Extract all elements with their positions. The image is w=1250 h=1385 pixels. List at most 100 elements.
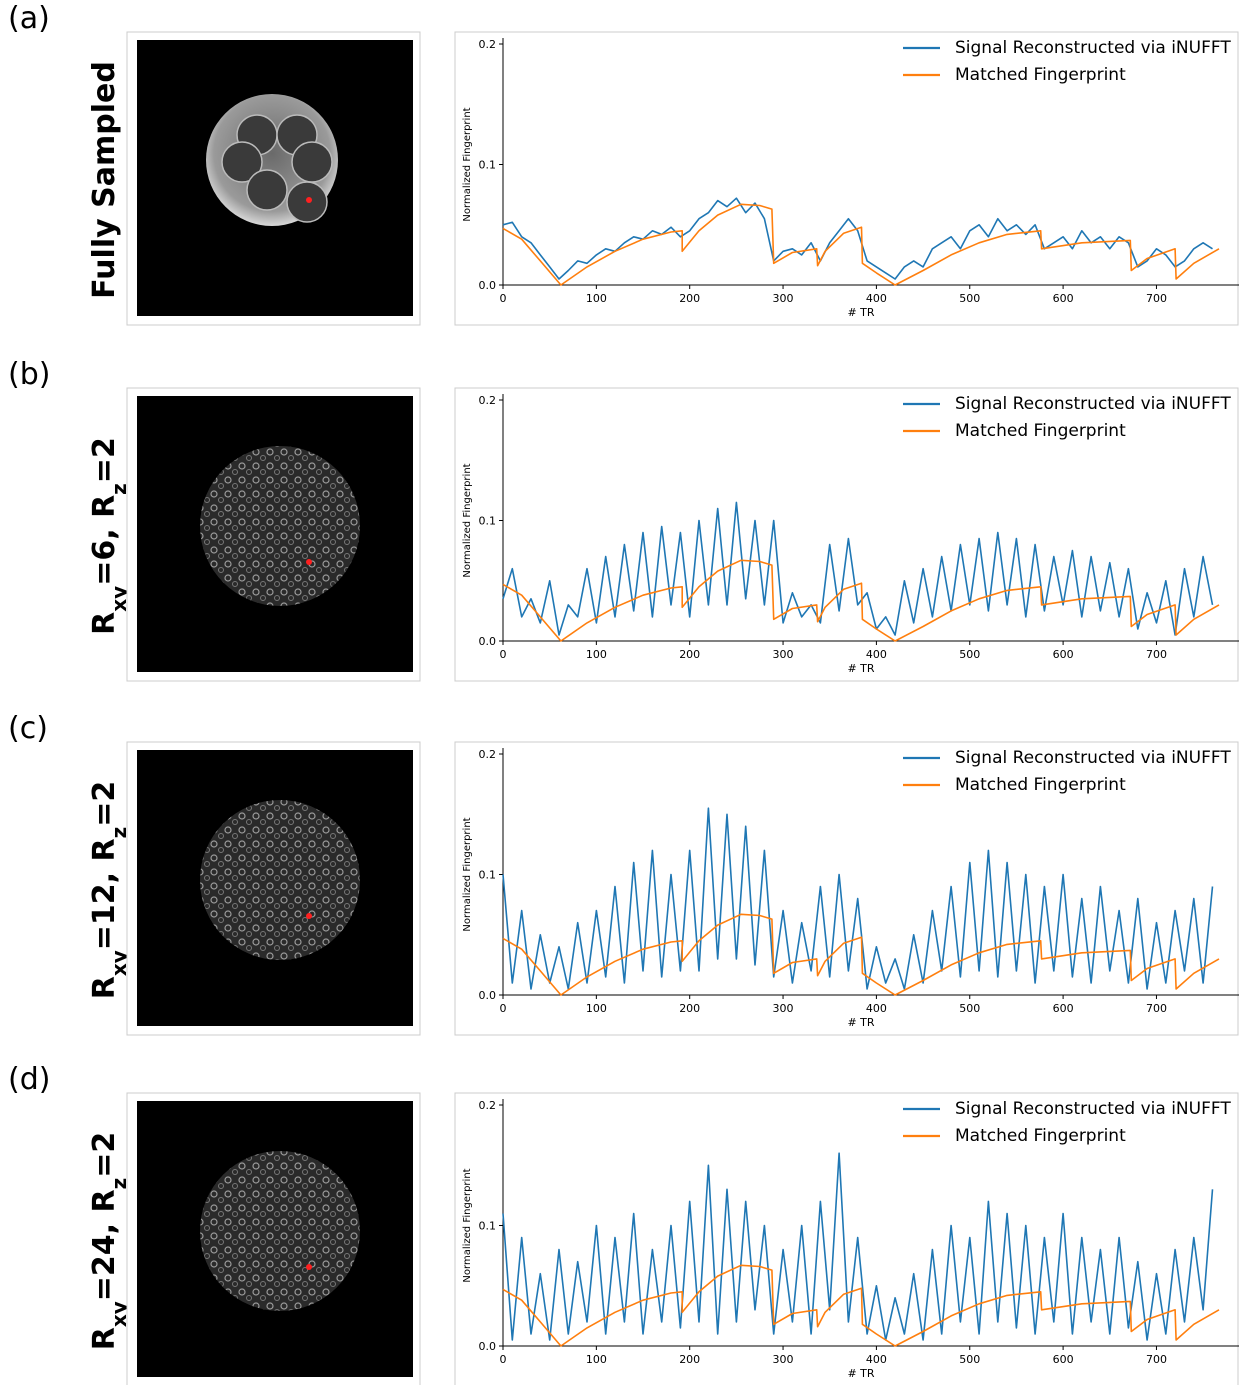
phantom xyxy=(200,446,360,606)
legend-label: Matched Fingerprint xyxy=(955,1126,1126,1146)
x-tick-label: 200 xyxy=(679,292,700,305)
y-axis-label: Normalized Fingerprint xyxy=(462,1168,473,1282)
chart-frame xyxy=(454,31,1239,326)
y-tick-label: 0.1 xyxy=(479,515,497,528)
x-tick-label: 700 xyxy=(1146,1002,1167,1015)
series-line xyxy=(502,1152,1214,1341)
label-part: =6, R xyxy=(87,495,122,586)
panel-label: Rxy=6, Rz=2 xyxy=(87,437,131,635)
label-part: R xyxy=(87,1327,122,1350)
phantom xyxy=(200,1151,360,1311)
x-tick-label: 100 xyxy=(586,1002,607,1015)
panel-label: Fully Sampled xyxy=(87,61,122,299)
x-tick-label: 300 xyxy=(773,292,794,305)
y-axis-label: Normalized Fingerprint xyxy=(462,817,473,931)
y-tick-label: 0.1 xyxy=(479,1220,497,1233)
y-tick-label: 0.1 xyxy=(479,159,497,172)
label-part: R xyxy=(87,612,122,635)
series-line xyxy=(502,1264,1220,1347)
chart-frame xyxy=(454,387,1239,682)
x-tick-label: 700 xyxy=(1146,648,1167,661)
x-tick-label: 200 xyxy=(679,648,700,661)
x-tick-label: 300 xyxy=(773,1353,794,1366)
label-part: =2 xyxy=(87,1132,122,1178)
label-part: z xyxy=(107,1178,131,1190)
marker xyxy=(306,197,312,203)
x-tick-label: 0 xyxy=(500,1002,507,1015)
label-part: z xyxy=(107,827,131,839)
x-tick-label: 600 xyxy=(1053,648,1074,661)
x-tick-label: 600 xyxy=(1053,292,1074,305)
legend-label: Matched Fingerprint xyxy=(955,421,1126,441)
x-axis-label: # TR xyxy=(847,662,874,675)
phantom xyxy=(200,800,360,960)
series-line xyxy=(502,197,1213,280)
y-axis-label: Normalized Fingerprint xyxy=(462,107,473,221)
legend-label: Matched Fingerprint xyxy=(955,775,1126,795)
y-tick-label: 0.2 xyxy=(479,38,497,51)
x-axis-label: # TR xyxy=(847,1016,874,1029)
series-line xyxy=(502,807,1214,990)
panel-tag: (c) xyxy=(8,711,48,746)
panel-tag: (a) xyxy=(8,1,50,36)
x-tick-label: 600 xyxy=(1053,1353,1074,1366)
y-tick-label: 0.2 xyxy=(479,748,497,761)
x-tick-label: 0 xyxy=(500,292,507,305)
x-tick-label: 400 xyxy=(866,648,887,661)
label-part: =24, R xyxy=(87,1189,122,1301)
x-tick-label: 400 xyxy=(866,1353,887,1366)
marker xyxy=(306,913,312,919)
x-tick-label: 300 xyxy=(773,648,794,661)
legend-label: Signal Reconstructed via iNUFFT xyxy=(955,38,1231,58)
x-tick-label: 500 xyxy=(959,1353,980,1366)
legend-label: Signal Reconstructed via iNUFFT xyxy=(955,748,1231,768)
legend-label: Signal Reconstructed via iNUFFT xyxy=(955,394,1231,414)
y-tick-label: 0.2 xyxy=(479,1099,497,1112)
x-tick-label: 0 xyxy=(500,1353,507,1366)
x-tick-label: 500 xyxy=(959,648,980,661)
x-tick-label: 700 xyxy=(1146,292,1167,305)
y-axis-label: Normalized Fingerprint xyxy=(462,463,473,577)
label-part: =2 xyxy=(87,437,122,483)
x-tick-label: 400 xyxy=(866,1002,887,1015)
panel-label: Rxy=24, Rz=2 xyxy=(87,1132,131,1351)
label-part: R xyxy=(87,976,122,999)
y-tick-label: 0.0 xyxy=(479,1340,497,1353)
x-tick-label: 100 xyxy=(586,648,607,661)
x-axis-label: # TR xyxy=(847,306,874,319)
series-line xyxy=(502,501,1214,636)
x-tick-label: 200 xyxy=(679,1002,700,1015)
panel-tag: (d) xyxy=(8,1062,50,1097)
x-tick-label: 100 xyxy=(586,1353,607,1366)
series-line xyxy=(502,559,1220,642)
legend-label: Matched Fingerprint xyxy=(955,65,1126,85)
y-tick-label: 0.0 xyxy=(479,635,497,648)
y-tick-label: 0.1 xyxy=(479,869,497,882)
y-tick-label: 0.0 xyxy=(479,279,497,292)
x-axis-label: # TR xyxy=(847,1367,874,1380)
chart-frame xyxy=(454,1092,1239,1385)
chart-frame xyxy=(454,741,1239,1036)
x-tick-label: 200 xyxy=(679,1353,700,1366)
vial xyxy=(291,141,333,183)
x-tick-label: 100 xyxy=(586,292,607,305)
label-part: Fully Sampled xyxy=(87,61,122,299)
series-line xyxy=(502,913,1220,996)
label-part: =2 xyxy=(87,781,122,827)
label-part: z xyxy=(107,483,131,495)
marker xyxy=(306,559,312,565)
panel-tag: (b) xyxy=(8,357,50,392)
y-tick-label: 0.0 xyxy=(479,989,497,1002)
x-tick-label: 0 xyxy=(500,648,507,661)
x-tick-label: 700 xyxy=(1146,1353,1167,1366)
x-tick-label: 300 xyxy=(773,1002,794,1015)
legend-label: Signal Reconstructed via iNUFFT xyxy=(955,1099,1231,1119)
panel-label: Rxy=12, Rz=2 xyxy=(87,781,131,1000)
x-tick-label: 600 xyxy=(1053,1002,1074,1015)
marker xyxy=(306,1264,312,1270)
label-part: =12, R xyxy=(87,838,122,950)
vial xyxy=(246,169,288,211)
x-tick-label: 500 xyxy=(959,1002,980,1015)
vial xyxy=(221,141,263,183)
